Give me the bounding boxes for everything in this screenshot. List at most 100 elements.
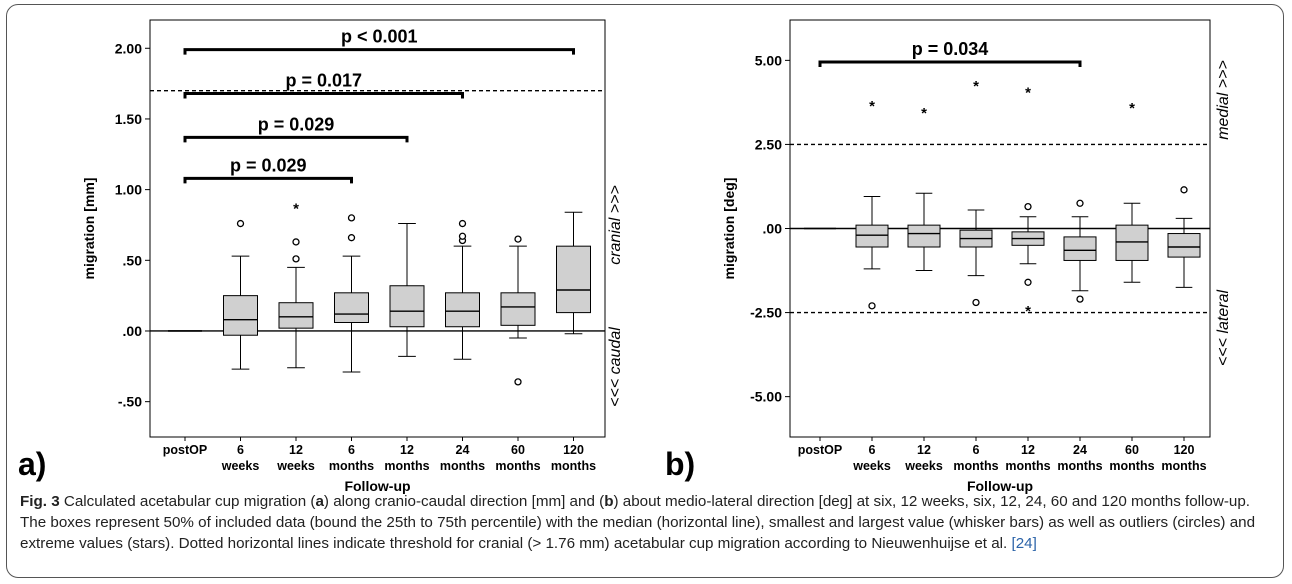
box-group [223, 219, 258, 370]
extreme-point: * [1025, 303, 1031, 320]
y-tick-label: .00 [763, 221, 783, 237]
box-iqr [1167, 233, 1201, 258]
significance-bracket [183, 176, 353, 184]
box-group: ** [1011, 85, 1045, 320]
caption-panel-a: a [315, 493, 324, 510]
y-axis-label: migration [mm] [81, 178, 97, 280]
x-tick-label: postOP [163, 443, 207, 457]
side-label-lower: <<< lateral [1215, 290, 1232, 367]
outlier-point [1076, 295, 1084, 303]
y-tick-label: 2.00 [115, 40, 142, 56]
outlier-point [292, 255, 300, 263]
outlier-point [1180, 186, 1188, 194]
box-group: * [1115, 100, 1149, 283]
caption-text-1: Calculated acetabular cup migration ( [59, 493, 316, 510]
x-tick-label: 60 [1125, 443, 1139, 457]
panel-label: b) [665, 446, 695, 482]
x-tick-label: weeks [276, 459, 315, 473]
box-iqr [855, 224, 889, 248]
caption-text-2: ) along cranio-caudal direction [mm] and… [323, 493, 605, 510]
box-iqr [1115, 224, 1149, 261]
x-tick-label: postOP [798, 443, 842, 457]
p-value-label: p = 0.017 [285, 71, 362, 91]
box-group [1063, 199, 1097, 303]
outlier-point [236, 219, 245, 228]
outlier-point [972, 298, 980, 307]
box-group [556, 211, 591, 335]
outlier-point [514, 235, 522, 243]
extreme-point: * [973, 78, 979, 95]
y-tick-label: -5.00 [750, 389, 782, 405]
outlier-point [868, 302, 876, 310]
plot-frame [149, 19, 606, 438]
box-iqr [907, 224, 941, 248]
caption-fig-label: Fig. 3 [20, 493, 60, 510]
box-iqr [556, 245, 591, 314]
x-tick-label: 120 [563, 443, 584, 457]
box-iqr [1063, 236, 1097, 261]
extreme-point: * [1129, 100, 1135, 117]
significance-bracket [183, 48, 575, 55]
extreme-point: * [869, 98, 875, 115]
extreme-point: * [921, 105, 927, 122]
outlier-point [1024, 278, 1032, 286]
outlier-point [1024, 202, 1032, 211]
box-group: * [855, 98, 889, 310]
x-tick-label: weeks [852, 459, 891, 473]
caption-panel-b: b [604, 493, 614, 510]
x-tick-label: 60 [511, 443, 525, 457]
box-iqr [278, 302, 314, 329]
side-label-lower: <<< caudal [607, 327, 624, 407]
box-group: * [959, 78, 993, 307]
outlier-point [1076, 199, 1084, 207]
side-label-upper: cranial >>> [607, 185, 624, 265]
box-group [334, 214, 369, 373]
y-tick-label: 1.00 [115, 182, 142, 198]
y-axis-label: migration [deg] [721, 178, 737, 280]
x-tick-label: 12 [400, 443, 414, 457]
significance-bracket [183, 92, 464, 99]
p-value-label: p < 0.001 [341, 27, 418, 47]
y-tick-label: -2.50 [750, 305, 782, 321]
outlier-point [292, 238, 300, 246]
box-group: * [278, 201, 314, 369]
figure-caption: Fig. 3 Calculated acetabular cup migrati… [20, 491, 1275, 554]
x-tick-label: months [384, 459, 429, 473]
caption-reference-link[interactable]: [24] [1011, 535, 1037, 552]
x-tick-label: 6 [348, 443, 355, 457]
outlier-point [347, 214, 356, 222]
x-tick-label: 12 [289, 443, 303, 457]
outlier-point [514, 378, 522, 386]
panel-a-chart: -.50 .00 .50 1.00 1.50 2.00 migration [mm] post… [18, 19, 624, 494]
x-tick-label: months [440, 459, 485, 473]
x-tick-label: 6 [869, 443, 876, 457]
x-tick-label: 12 [1021, 443, 1035, 457]
box-group: * [907, 105, 941, 272]
x-tick-label: 24 [1073, 443, 1087, 457]
x-tick-label: 24 [456, 443, 470, 457]
x-tick-label: weeks [904, 459, 943, 473]
box-iqr [500, 292, 536, 326]
x-axis-label: Follow-up [967, 478, 1033, 494]
caption-text-3: ) about medio-lateral direction [deg] at… [20, 493, 1256, 552]
box-iqr [445, 292, 480, 328]
p-value-label: p = 0.029 [230, 155, 307, 175]
extreme-point: * [1025, 85, 1031, 102]
y-tick-label: 1.50 [115, 111, 142, 127]
figure-frame [6, 4, 1284, 578]
x-tick-label: 120 [1174, 443, 1195, 457]
x-tick-label: months [1161, 459, 1206, 473]
box-iqr [389, 285, 425, 328]
x-tick-label: weeks [221, 459, 260, 473]
panel-label: a) [18, 446, 46, 482]
box-group [445, 219, 480, 360]
box-iqr [334, 292, 369, 324]
x-tick-label: months [551, 459, 596, 473]
outlier-point [458, 232, 467, 240]
y-tick-label: 5.00 [755, 52, 782, 68]
significance-bracket [818, 60, 1082, 68]
y-tick-label: -.50 [118, 394, 142, 410]
outlier-point [458, 219, 467, 228]
